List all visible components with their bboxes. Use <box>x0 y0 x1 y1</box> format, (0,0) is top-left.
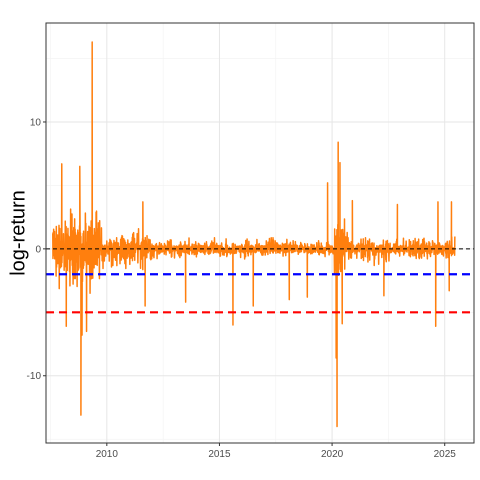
x-tick-label: 2015 <box>208 449 231 460</box>
series-line-log-return <box>52 41 456 428</box>
x-tick-label: 2010 <box>96 449 119 460</box>
axes: 2010 2015 2020 2025 -10 0 10 <box>27 117 457 460</box>
y-axis-label: log-return <box>7 190 29 276</box>
panel-border <box>45 22 475 444</box>
y-tick-label: 10 <box>30 117 42 128</box>
x-tick-label: 2025 <box>434 449 457 460</box>
x-tick-label: 2020 <box>321 449 344 460</box>
reference-lines <box>46 248 474 314</box>
y-tick-label: -10 <box>27 371 42 382</box>
series-layer <box>52 41 456 428</box>
y-tick-label: 0 <box>35 244 41 255</box>
